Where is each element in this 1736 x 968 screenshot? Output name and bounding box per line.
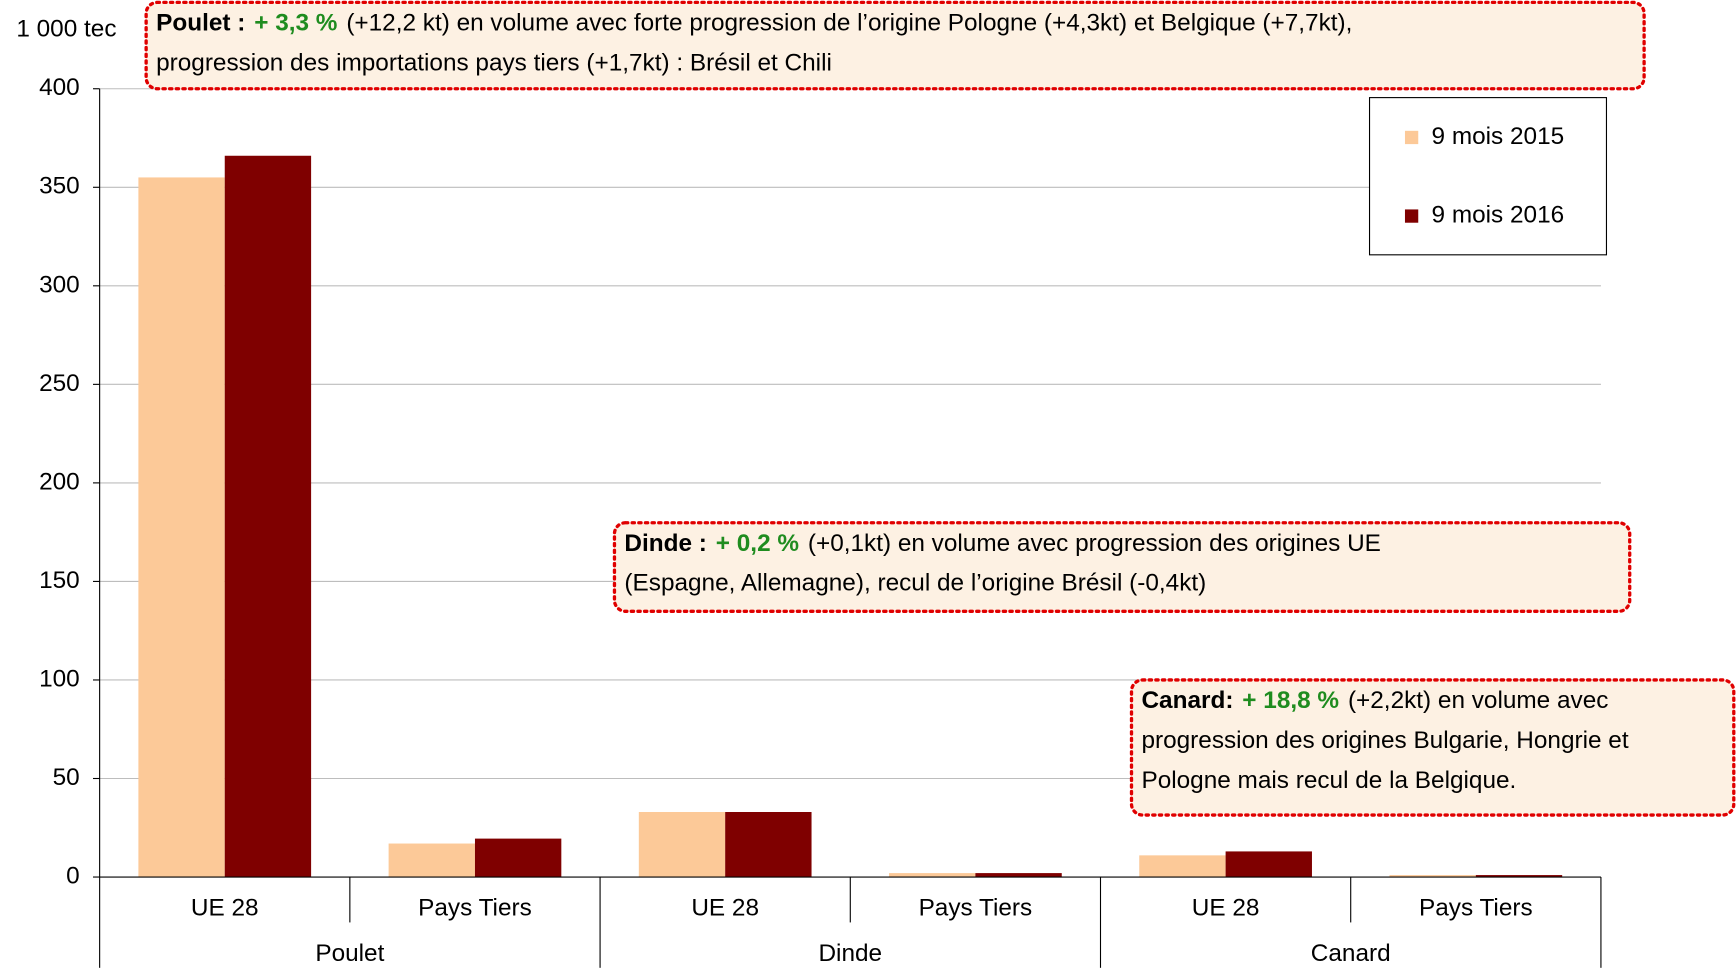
annotation-line: progression des importations pays tiers … [156,50,832,77]
annotation-text: Canard: + 18,8 % (+2,2kt) en volume avec [1141,688,1608,715]
annotation-text: progression des origines Bulgarie, Hongr… [1141,727,1628,754]
y-tick-label: 350 [39,173,80,200]
bar [388,843,475,878]
bar [1225,851,1312,878]
legend-swatch [1404,209,1419,223]
bar [1139,855,1226,878]
group-label: Poulet [315,940,384,967]
x-tick-label: Pays Tiers [418,895,532,922]
annotation-text: Pologne mais recul de la Belgique. [1141,767,1516,794]
annotation-label: Dinde : [624,530,706,557]
bar [975,873,1062,878]
y-tick-label: 250 [39,370,80,397]
x-tick-label: UE 28 [1192,895,1260,922]
annotation-change: + 0,2 % [716,530,799,557]
y-tick-label: 50 [53,764,80,791]
bar [725,812,812,878]
annotation-label: Canard: [1141,688,1233,715]
annotation-line: progression des origines Bulgarie, Hongr… [1141,727,1628,754]
y-tick-label: 150 [39,567,80,594]
annotation-text: Poulet : + 3,3 % (+12,2 kt) en volume avec… [156,10,1352,37]
group-label: Dinde [818,940,882,967]
annotation-label: Poulet : [156,10,245,37]
annotation-text: progression des importations pays tiers … [156,50,832,77]
annotation-line: Pologne mais recul de la Belgique. [1141,767,1516,794]
bar [138,177,225,878]
legend-swatch [1404,130,1419,145]
annotation-box [612,521,1632,613]
y-unit: 1 000 tec [16,16,116,43]
annotation-line: (+2,2kt) en volume avec [1348,688,1608,715]
x-tick-label: Pays Tiers [919,895,1033,922]
legend-box [1368,97,1608,256]
annotation-change: + 18,8 % [1242,688,1339,715]
y-tick-label: 100 [39,665,80,692]
bar [1389,875,1476,878]
group-label: Canard [1311,940,1391,967]
bar [638,812,726,878]
x-tick-label: Pays Tiers [1419,895,1533,922]
x-tick-label: UE 28 [691,895,759,922]
annotation-line: (Espagne, Allemagne), recul de l’origine… [624,570,1206,597]
y-tick-label: 300 [39,271,80,298]
legend-label: 9 mois 2016 [1432,202,1565,229]
annotation-line: (+12,2 kt) en volume avec forte progress… [346,10,1352,37]
bar [474,838,562,878]
annotation-text: (Espagne, Allemagne), recul de l’origine… [624,570,1206,597]
legend-label: 9 mois 2015 [1432,123,1565,150]
y-tick-label: 200 [39,468,80,495]
y-tick-label: 0 [66,862,80,889]
bar [1475,875,1563,878]
bar [889,873,976,878]
y-tick-label: 400 [39,74,80,101]
annotation-change: + 3,3 % [254,10,337,37]
bar [224,155,312,878]
annotation-box [144,0,1646,91]
annotation-box [1129,678,1736,817]
annotation-text: Dinde : + 0,2 % (+0,1kt) en volume avec pr… [624,530,1380,557]
annotation-line: (+0,1kt) en volume avec progression des … [808,530,1381,557]
x-tick-label: UE 28 [191,895,259,922]
